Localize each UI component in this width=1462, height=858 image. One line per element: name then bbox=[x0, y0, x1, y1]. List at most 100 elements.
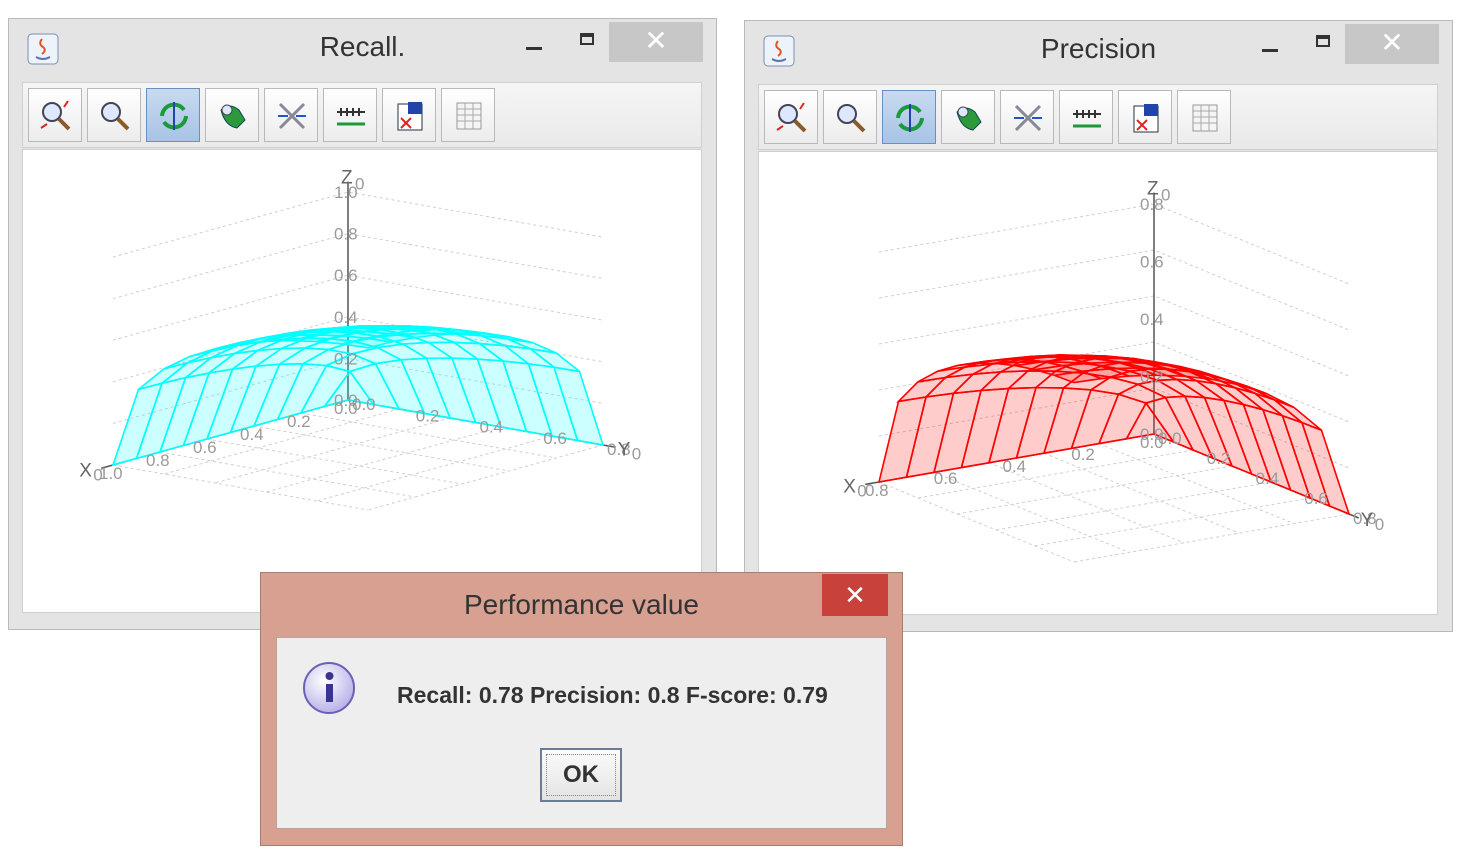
plot-group: 0.8 0.6 0.4 0.2 0.00.0 0.2 0.4 0.6 0.8 0.0 0.2 0.4 0… bbox=[843, 179, 1384, 563]
export-button[interactable] bbox=[1118, 90, 1172, 144]
z-tick-label: 0.2 bbox=[1140, 368, 1164, 387]
z-axis-subscript: 0 bbox=[1161, 186, 1170, 205]
grid-line bbox=[112, 274, 604, 341]
grid-line bbox=[163, 408, 400, 475]
y-tick-label: 0.8 bbox=[607, 440, 631, 459]
y-axis-name: Y bbox=[618, 439, 631, 460]
axis-scale-icon bbox=[337, 108, 365, 126]
z-tick-label: 0.0 bbox=[1140, 425, 1164, 444]
x-tick-label: 0.4 bbox=[1003, 457, 1027, 476]
x-axis-subscript: 0 bbox=[93, 465, 102, 484]
rotate-icon bbox=[160, 102, 188, 130]
dialog-close-button[interactable]: ✕ bbox=[822, 574, 888, 616]
grid-line bbox=[878, 249, 1350, 331]
y-tick-label: 0.0 bbox=[352, 395, 376, 414]
export-icon bbox=[397, 102, 423, 131]
grid-line bbox=[214, 417, 451, 484]
grid-line bbox=[300, 412, 557, 459]
data-table-icon bbox=[456, 102, 482, 130]
zoom-button[interactable] bbox=[823, 90, 877, 144]
surface-cell bbox=[1054, 370, 1102, 384]
export-icon bbox=[1133, 104, 1159, 133]
y-tick-label: 0.4 bbox=[1256, 469, 1280, 488]
close-button[interactable]: ✕ bbox=[609, 22, 703, 62]
z-axis-subscript: 0 bbox=[355, 175, 364, 194]
dialog-title: Performance value bbox=[463, 589, 699, 620]
zoom-button[interactable] bbox=[87, 88, 141, 142]
grid-line bbox=[1034, 497, 1311, 547]
title-bar[interactable]: Precision ✕ bbox=[745, 21, 1452, 77]
y-tick-label: 0.2 bbox=[416, 406, 440, 425]
z-tick-label: 0.8 bbox=[334, 225, 358, 244]
pan-icon bbox=[956, 106, 982, 131]
y-tick-label: 0.6 bbox=[543, 429, 567, 448]
z-tick-label: 0.0 bbox=[334, 391, 358, 410]
ok-button[interactable]: OK bbox=[540, 748, 622, 802]
pan-button[interactable] bbox=[205, 88, 259, 142]
zoom-icon bbox=[837, 104, 866, 133]
data-table-button[interactable] bbox=[441, 88, 495, 142]
axis-scale-button[interactable] bbox=[323, 88, 377, 142]
performance-dialog: Performance value ✕ Recall: 0.78 Precisi… bbox=[260, 572, 903, 846]
axis-settings-button[interactable] bbox=[1000, 90, 1054, 144]
export-button[interactable] bbox=[382, 88, 436, 142]
title-bar[interactable]: Recall. ✕ bbox=[9, 19, 716, 75]
axis-settings-button[interactable] bbox=[264, 88, 318, 142]
precision-window: Precision ✕ 0.8 0.6 0.4 0.2 0.0 0.0 0.2 0.4 0.6 0… bbox=[744, 20, 1453, 632]
grid-line bbox=[112, 357, 604, 424]
grid-line bbox=[367, 444, 604, 511]
surface-plot[interactable]: 0.8 0.6 0.4 0.2 0.00.0 0.2 0.4 0.6 0.8 0.0 0.2 0.4 0… bbox=[759, 152, 1437, 614]
data-table-button[interactable] bbox=[1177, 90, 1231, 144]
zoom-region-button[interactable] bbox=[28, 88, 82, 142]
maximize-button[interactable] bbox=[1306, 25, 1342, 63]
minimize-button[interactable] bbox=[1252, 25, 1288, 63]
plot-toolbar bbox=[22, 82, 702, 148]
axis-scale-button[interactable] bbox=[1059, 90, 1113, 144]
z-tick-label: 0.4 bbox=[334, 308, 358, 327]
grid-line bbox=[917, 449, 1194, 499]
z-tick-label: 1.0 bbox=[334, 183, 358, 202]
grid-line bbox=[1073, 513, 1350, 563]
z-axis-name: Z bbox=[341, 168, 353, 189]
grid-line bbox=[253, 425, 510, 472]
java-app-icon bbox=[763, 35, 795, 67]
grid-line bbox=[995, 481, 1272, 531]
grid-line bbox=[206, 438, 463, 485]
plot-3d-area[interactable]: 0.8 0.6 0.4 0.2 0.0 0.0 0.2 0.4 0.6 0.8 0.0 0.2 0.4 0… bbox=[758, 151, 1438, 615]
axis-scale-icon bbox=[1073, 110, 1101, 128]
grid-line bbox=[933, 471, 1130, 553]
performance-message: Recall: 0.78 Precision: 0.8 F-score: 0.7… bbox=[397, 682, 828, 708]
x-tick-label: 0.6 bbox=[193, 438, 217, 457]
x-tick-label: 0.8 bbox=[146, 451, 170, 470]
grid-line bbox=[878, 481, 1075, 563]
z-tick-label: 0.4 bbox=[1140, 310, 1164, 329]
rotate-icon bbox=[896, 104, 924, 132]
x-tick-label: 1.0 bbox=[99, 464, 123, 483]
grid-line bbox=[112, 464, 369, 511]
recall-window: Recall. ✕ 1.0 0.8 0.6 0.4 0.2 0.0 0.0 0.2 0.4 0.6… bbox=[8, 18, 717, 630]
surface-plot[interactable]: 1.0 0.8 0.6 0.4 0.2 0.00.0 0.2 0.4 0.6 0.8 1.0 0.0 0… bbox=[23, 150, 701, 612]
y-tick-label: 0.4 bbox=[480, 418, 504, 437]
rotate-button[interactable] bbox=[882, 90, 936, 144]
rotate-button[interactable] bbox=[146, 88, 200, 142]
minimize-button[interactable] bbox=[516, 23, 552, 61]
grid-line bbox=[878, 203, 1350, 285]
grid-line bbox=[112, 233, 604, 300]
y-tick-label: 0.0 bbox=[1158, 429, 1182, 448]
dialog-body: Recall: 0.78 Precision: 0.8 F-score: 0.7… bbox=[276, 637, 887, 829]
plot-3d-area[interactable]: 1.0 0.8 0.6 0.4 0.2 0.0 0.0 0.2 0.4 0.6 0.8 1.0 0.0 0… bbox=[22, 149, 702, 613]
surface-mesh bbox=[877, 354, 1351, 516]
zoom-region-icon bbox=[776, 102, 807, 133]
window-title: Recall. bbox=[319, 31, 406, 62]
maximize-button[interactable] bbox=[570, 23, 606, 61]
y-tick-label: 0.8 bbox=[1353, 509, 1377, 528]
zoom-region-button[interactable] bbox=[764, 90, 818, 144]
grid-line bbox=[316, 435, 553, 502]
pan-button[interactable] bbox=[941, 90, 995, 144]
y-tick-label: 0.2 bbox=[1207, 449, 1231, 468]
pan-icon bbox=[220, 104, 246, 129]
z-tick-label: 0.8 bbox=[1140, 195, 1164, 214]
y-axis-subscript: 0 bbox=[632, 444, 641, 463]
close-button[interactable]: ✕ bbox=[1345, 24, 1439, 64]
data-table-icon bbox=[1192, 104, 1218, 132]
